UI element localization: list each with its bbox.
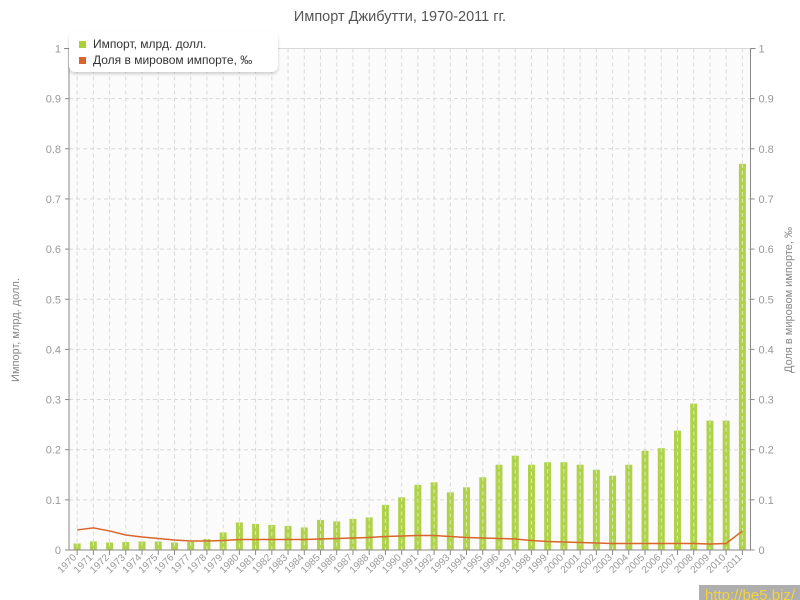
svg-text:0.2: 0.2 [46,445,61,457]
svg-text:0.1: 0.1 [46,495,61,507]
svg-text:2011: 2011 [722,552,745,575]
svg-text:0.3: 0.3 [46,395,61,407]
svg-text:0.6: 0.6 [46,244,61,256]
svg-text:0.8: 0.8 [46,144,61,156]
svg-text:1: 1 [759,44,765,56]
svg-text:0.4: 0.4 [759,344,774,356]
svg-text:0.7: 0.7 [46,194,61,206]
svg-text:0.6: 0.6 [759,244,774,256]
svg-text:0.5: 0.5 [759,294,774,306]
svg-text:0.9: 0.9 [46,94,61,106]
svg-text:0.7: 0.7 [759,194,774,206]
svg-text:0.2: 0.2 [759,445,774,457]
svg-text:0.4: 0.4 [46,344,61,356]
svg-text:0.5: 0.5 [46,294,61,306]
svg-text:0: 0 [55,545,61,557]
svg-text:1: 1 [55,44,61,56]
svg-text:0.1: 0.1 [759,495,774,507]
svg-text:0.9: 0.9 [759,94,774,106]
svg-text:0: 0 [759,545,765,557]
svg-text:0.8: 0.8 [759,144,774,156]
svg-text:0.3: 0.3 [759,395,774,407]
